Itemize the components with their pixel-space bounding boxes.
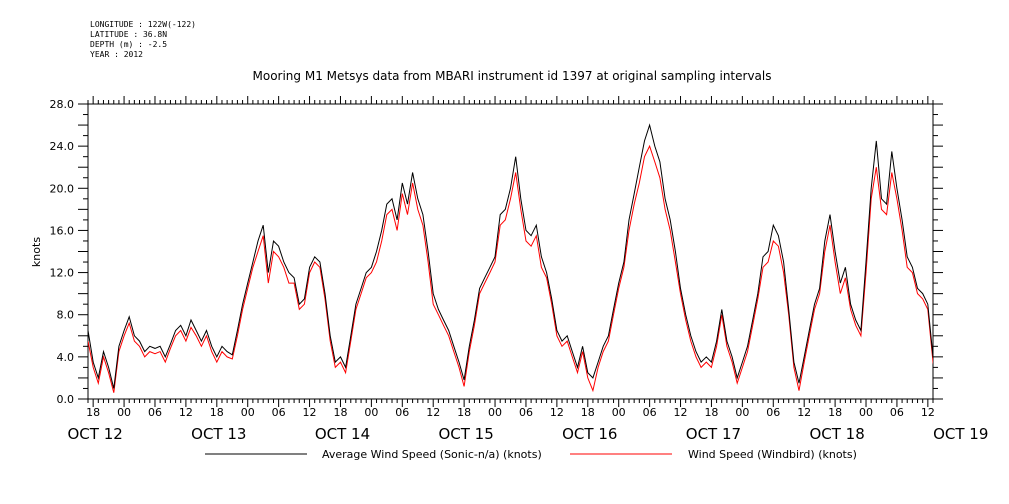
x-hour-label: 06 — [890, 406, 904, 419]
x-hour-label: 12 — [674, 406, 688, 419]
x-hour-label: 00 — [859, 406, 873, 419]
x-date-label: OCT 15 — [438, 425, 493, 443]
x-hour-label: 00 — [735, 406, 749, 419]
depth-text: DEPTH (m) : -2.5 — [90, 40, 168, 49]
series-line-average-wind-speed — [88, 123, 933, 389]
x-hour-label: 06 — [519, 406, 533, 419]
x-hour-label: 18 — [704, 406, 718, 419]
x-date-label: OCT 12 — [67, 425, 122, 443]
x-hour-label: 12 — [797, 406, 811, 419]
x-date-label: OCT 19 — [933, 425, 988, 443]
chart-title: Mooring M1 Metsys data from MBARI instru… — [253, 69, 772, 83]
x-hour-label: 06 — [395, 406, 409, 419]
x-hour-label: 18 — [210, 406, 224, 419]
y-tick-label: 16.0 — [50, 224, 75, 237]
y-tick-label: 24.0 — [50, 140, 75, 153]
x-axis: 18 00 06 12 18 00 06 12 18 00 06 12 18 00 06 12 18 00 06 12… — [67, 96, 988, 443]
plot-frame — [87, 103, 934, 400]
x-hour-label: 00 — [241, 406, 255, 419]
x-hour-label: 06 — [643, 406, 657, 419]
y-tick-label: 4.0 — [57, 351, 75, 364]
x-date-label: OCT 17 — [686, 425, 741, 443]
y-tick-label: 8.0 — [57, 309, 75, 322]
x-hour-label: 12 — [426, 406, 440, 419]
latitude-text: LATITUDE : 36.8N — [90, 30, 168, 39]
x-hour-label: 00 — [117, 406, 131, 419]
y-tick-label: 12.0 — [50, 267, 75, 280]
x-hour-label: 12 — [550, 406, 564, 419]
x-hour-label: 00 — [612, 406, 626, 419]
year-text: YEAR : 2012 — [90, 50, 143, 59]
y-axis-label: knots — [30, 237, 43, 267]
y-tick-label: 20.0 — [50, 182, 75, 195]
x-hour-label: 00 — [364, 406, 378, 419]
x-hour-label: 12 — [303, 406, 317, 419]
longitude-text: LONGITUDE : 122W(-122) — [90, 20, 196, 29]
x-hour-label: 12 — [179, 406, 193, 419]
x-date-label: OCT 18 — [809, 425, 864, 443]
y-tick-label: 0.0 — [57, 393, 75, 406]
series-lines — [88, 123, 933, 393]
x-date-label: OCT 13 — [191, 425, 246, 443]
x-date-label: OCT 14 — [315, 425, 370, 443]
x-hour-label: 12 — [921, 406, 935, 419]
y-tick-label: 28.0 — [50, 98, 75, 111]
x-date-label: OCT 16 — [562, 425, 617, 443]
x-hour-label: 18 — [86, 406, 100, 419]
x-hour-label: 18 — [457, 406, 471, 419]
legend-label-windbird: Wind Speed (Windbird) (knots) — [688, 448, 857, 461]
y-axis: 0.0 4.0 8.0 12.0 16.0 20.0 24.0 28.0 — [50, 98, 943, 406]
x-hour-label: 18 — [581, 406, 595, 419]
x-hour-label: 06 — [148, 406, 162, 419]
x-hour-label: 06 — [766, 406, 780, 419]
x-hour-label: 06 — [272, 406, 286, 419]
series-line-windbird — [88, 144, 933, 393]
legend: Average Wind Speed (Sonic-n/a) (knots) W… — [205, 448, 857, 461]
x-hour-label: 18 — [828, 406, 842, 419]
station-metadata: LONGITUDE : 122W(-122) LATITUDE : 36.8N … — [90, 20, 196, 60]
x-hour-label: 18 — [333, 406, 347, 419]
x-hour-label: 00 — [488, 406, 502, 419]
legend-label-average-wind-speed: Average Wind Speed (Sonic-n/a) (knots) — [322, 448, 542, 461]
